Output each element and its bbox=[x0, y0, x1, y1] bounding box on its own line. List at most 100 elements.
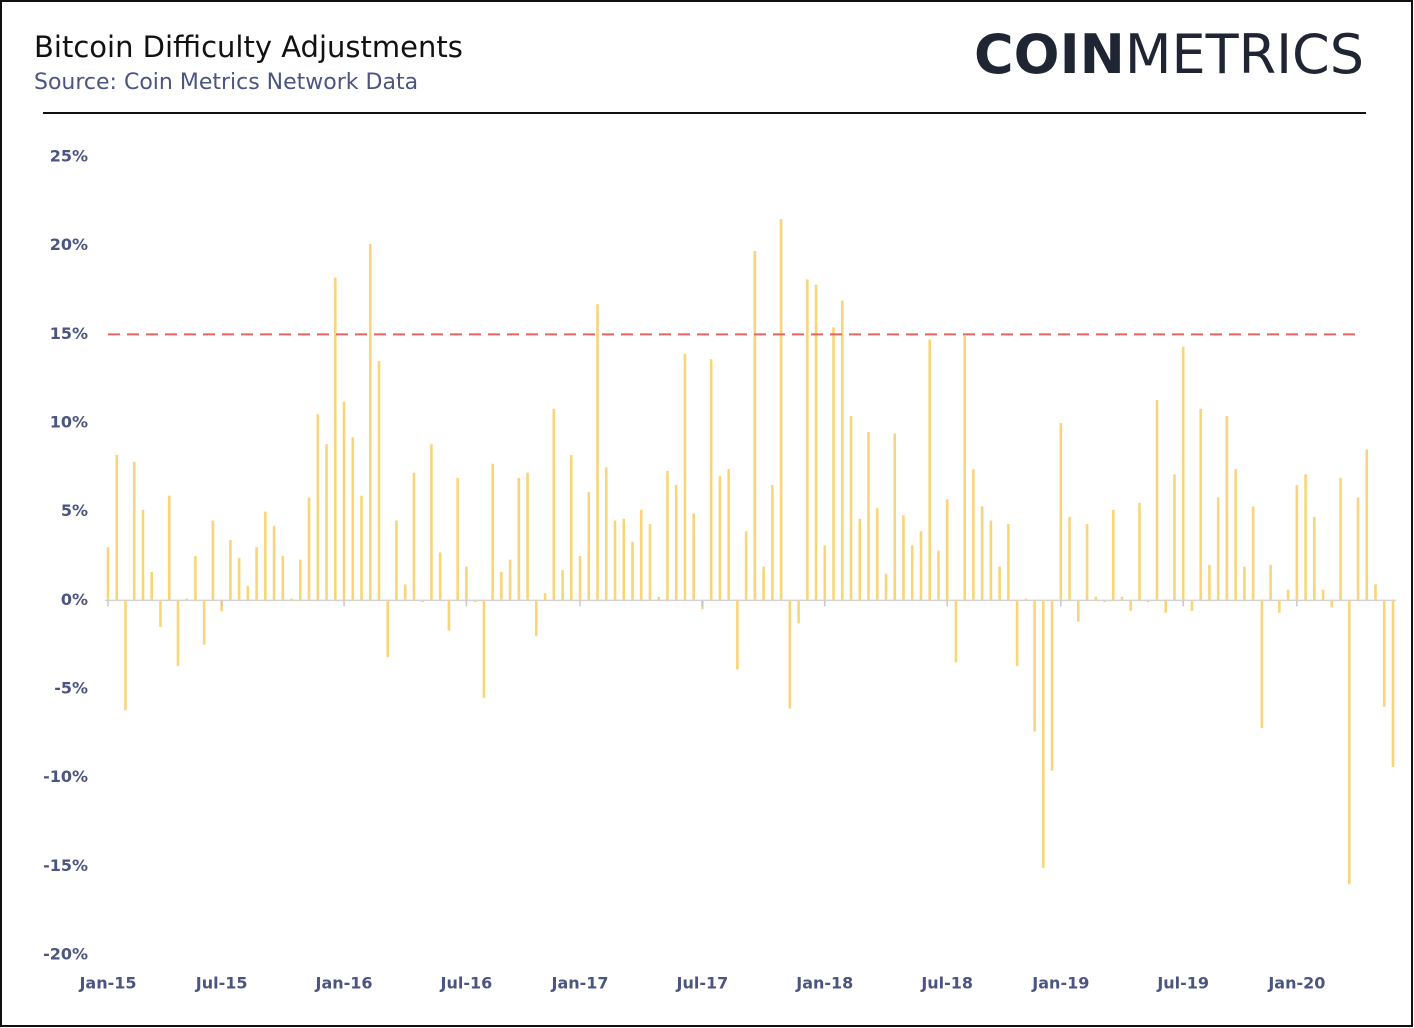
bar bbox=[674, 485, 678, 601]
bar bbox=[797, 600, 800, 624]
bar bbox=[832, 327, 835, 601]
bar bbox=[1181, 346, 1185, 601]
bar bbox=[849, 415, 853, 601]
bar bbox=[255, 547, 258, 601]
bar bbox=[1321, 589, 1325, 601]
logo-bold: COIN bbox=[974, 23, 1125, 86]
bar bbox=[753, 250, 757, 601]
bar bbox=[500, 571, 503, 601]
y-tick-label: 15% bbox=[50, 324, 88, 343]
bar bbox=[115, 454, 119, 601]
bar bbox=[1382, 600, 1386, 707]
bar bbox=[290, 598, 293, 601]
bar bbox=[1304, 474, 1307, 601]
bar bbox=[403, 584, 407, 601]
bar bbox=[360, 495, 363, 601]
y-tick-label: 10% bbox=[50, 413, 88, 432]
bar bbox=[412, 472, 416, 601]
bar bbox=[569, 454, 573, 601]
bar bbox=[648, 524, 652, 601]
y-tick-label: -15% bbox=[43, 856, 88, 875]
bar bbox=[1059, 423, 1063, 601]
bar bbox=[771, 485, 774, 601]
bar bbox=[526, 472, 529, 601]
bar bbox=[1042, 600, 1045, 869]
bar bbox=[954, 600, 958, 663]
x-tick-label: Jan-16 bbox=[314, 974, 372, 993]
bar bbox=[299, 559, 302, 601]
bar bbox=[1164, 600, 1168, 613]
bar bbox=[1199, 408, 1202, 601]
y-tick-label: 20% bbox=[50, 235, 88, 254]
y-tick-label: 25% bbox=[50, 147, 88, 166]
bar bbox=[1374, 584, 1377, 601]
bar bbox=[1190, 600, 1194, 611]
x-tick-label: Jul-18 bbox=[920, 974, 973, 993]
bar bbox=[910, 545, 914, 601]
y-tick-label: -10% bbox=[43, 767, 88, 786]
bar bbox=[972, 469, 975, 601]
bar bbox=[806, 279, 809, 601]
bar bbox=[377, 360, 381, 601]
bar bbox=[1094, 596, 1098, 601]
bar bbox=[202, 600, 206, 645]
bar bbox=[281, 556, 285, 601]
bar bbox=[1339, 477, 1342, 601]
bar bbox=[1024, 598, 1028, 601]
bar bbox=[1286, 589, 1290, 601]
bar bbox=[1295, 485, 1299, 601]
bar bbox=[447, 600, 451, 631]
bar bbox=[307, 497, 311, 601]
bar bbox=[604, 467, 608, 601]
chart-subtitle: Source: Coin Metrics Network Data bbox=[34, 70, 418, 95]
bar bbox=[194, 556, 197, 601]
bar bbox=[1234, 469, 1237, 601]
logo: COINMETRICS bbox=[974, 23, 1364, 86]
bar bbox=[893, 433, 897, 601]
bar bbox=[858, 518, 862, 601]
bar bbox=[1243, 566, 1246, 601]
y-tick-label: 5% bbox=[61, 501, 88, 520]
bar bbox=[561, 570, 564, 601]
bar bbox=[840, 300, 844, 601]
bar bbox=[325, 444, 328, 601]
bar bbox=[587, 492, 591, 601]
bar bbox=[727, 469, 730, 601]
bar bbox=[1007, 524, 1010, 601]
x-tick-label: Jan-18 bbox=[795, 974, 853, 993]
bar bbox=[666, 470, 669, 601]
bar bbox=[491, 463, 494, 601]
bar bbox=[1391, 600, 1395, 768]
bar bbox=[1330, 600, 1334, 608]
bar bbox=[989, 520, 993, 601]
bar bbox=[1216, 497, 1220, 601]
bar bbox=[788, 600, 792, 709]
bar bbox=[814, 284, 818, 601]
x-tick-label: Jul-19 bbox=[1156, 974, 1209, 993]
bar bbox=[1077, 600, 1080, 622]
bar bbox=[333, 277, 337, 601]
bar bbox=[264, 511, 267, 601]
bar bbox=[779, 219, 783, 601]
bar bbox=[1173, 474, 1176, 601]
x-tick-label: Jul-15 bbox=[195, 974, 248, 993]
bar bbox=[1269, 564, 1272, 601]
bar bbox=[762, 566, 765, 601]
bar bbox=[928, 339, 932, 601]
bar bbox=[552, 408, 556, 601]
bar bbox=[945, 499, 949, 601]
bar bbox=[1356, 497, 1360, 601]
bar bbox=[1208, 564, 1211, 601]
bar bbox=[1103, 600, 1106, 603]
bar bbox=[272, 525, 276, 601]
bar bbox=[543, 593, 547, 601]
x-tick-label: Jan-19 bbox=[1031, 974, 1089, 993]
bar bbox=[1347, 600, 1351, 885]
x-tick-label: Jan-20 bbox=[1267, 974, 1325, 993]
bar bbox=[1050, 600, 1054, 771]
bar bbox=[535, 600, 538, 636]
bar bbox=[1085, 524, 1089, 601]
bar bbox=[508, 559, 512, 601]
